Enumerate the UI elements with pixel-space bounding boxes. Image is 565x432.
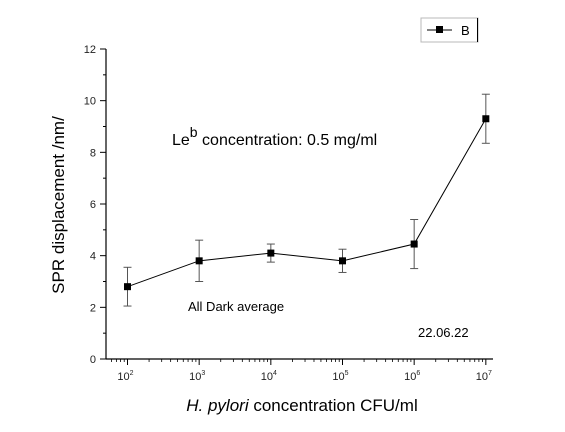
x-tick-label: 105 bbox=[332, 370, 348, 383]
series-line bbox=[127, 118, 487, 288]
y-tick-label: 8 bbox=[90, 147, 96, 159]
y-tick-label: 0 bbox=[90, 354, 96, 366]
average-note: All Dark average bbox=[188, 299, 284, 314]
x-axis-title-italic: H. pylori bbox=[186, 396, 250, 415]
data-point bbox=[339, 257, 346, 265]
concentration-sup: b bbox=[190, 124, 198, 140]
legend-marker bbox=[436, 26, 443, 33]
data-point bbox=[482, 115, 490, 123]
data-point bbox=[124, 283, 131, 291]
concentration-annotation: Leb concentration: 0.5 mg/ml bbox=[172, 124, 377, 149]
x-tick-label: 103 bbox=[189, 370, 205, 383]
data-point bbox=[195, 257, 203, 265]
concentration-rest: concentration: 0.5 mg/ml bbox=[198, 132, 378, 149]
x-tick-label: 104 bbox=[261, 370, 277, 383]
x-tick-label: 106 bbox=[404, 370, 420, 383]
concentration-prefix: Le bbox=[172, 132, 190, 149]
axes bbox=[105, 49, 493, 360]
y-tick-label: 12 bbox=[84, 44, 96, 56]
legend: B bbox=[420, 17, 479, 43]
y-tick-label: 4 bbox=[90, 251, 96, 263]
x-axis-title: H. pylori concentration CFU/ml bbox=[186, 396, 417, 415]
legend-label: B bbox=[461, 23, 470, 38]
y-tick-label: 6 bbox=[90, 199, 96, 211]
x-tick-label: 107 bbox=[476, 370, 492, 383]
date-note: 22.06.22 bbox=[418, 325, 469, 340]
data-point bbox=[410, 240, 418, 248]
x-tick-label: 102 bbox=[117, 370, 133, 383]
series-layer bbox=[123, 93, 490, 307]
y-tick-label: 10 bbox=[84, 96, 96, 108]
y-tick-label: 2 bbox=[90, 302, 96, 314]
x-axis-title-rest: concentration CFU/ml bbox=[249, 396, 418, 415]
ticks: 0 2 4 6 8 10 12 102 103 104 105 106 107 bbox=[84, 44, 492, 383]
y-axis-title: SPR displacement /nm/ bbox=[49, 116, 68, 294]
data-point bbox=[267, 249, 275, 257]
